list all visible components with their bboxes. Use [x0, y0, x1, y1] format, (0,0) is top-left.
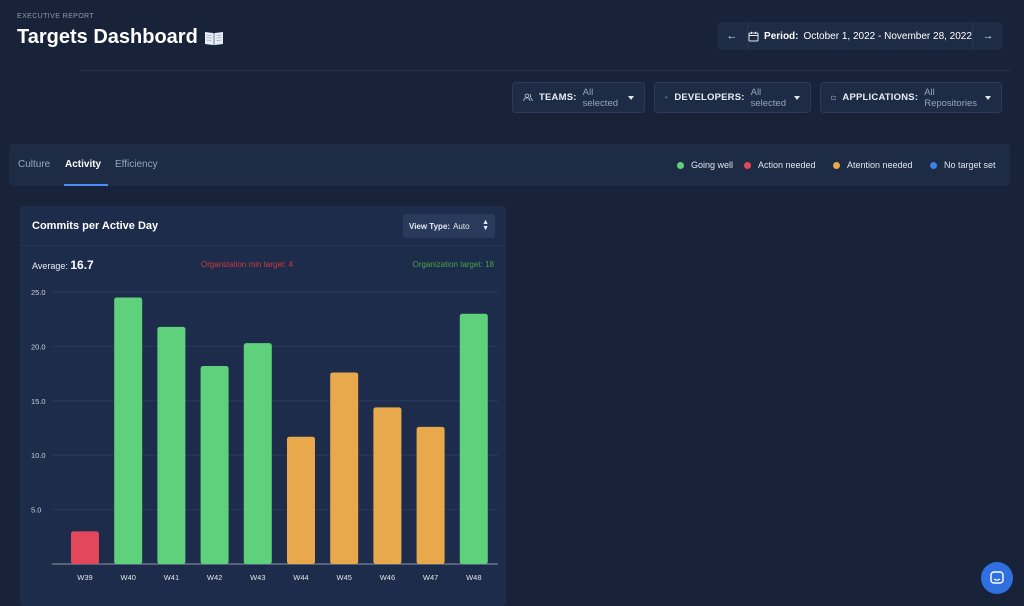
chevron-down-icon: [985, 95, 991, 100]
legend-dot: [677, 161, 684, 169]
bar-w48[interactable]: [459, 313, 488, 564]
legend-dot: [833, 161, 840, 169]
bar-w40[interactable]: [114, 297, 143, 564]
x-tick-label: W48: [466, 573, 481, 582]
bar-w42[interactable]: [200, 365, 229, 564]
bar-w47[interactable]: [416, 426, 445, 564]
period-range[interactable]: Period: October 1, 2022 - November 28, 2…: [747, 22, 973, 50]
tab-bar: Culture Activity Efficiency Going well A…: [9, 144, 1010, 186]
period-label: Period:: [764, 30, 799, 42]
applications-filter-value: All Repositories: [924, 86, 978, 109]
y-tick-label: 10.0: [31, 451, 46, 460]
developers-filter[interactable]: DEVELOPERS: All selected: [654, 82, 811, 113]
min-target-text: Organization min target: 4: [201, 260, 294, 269]
x-tick-label: W40: [120, 573, 135, 582]
applications-filter[interactable]: APPLICATIONS: All Repositories: [820, 82, 1002, 113]
average-stat: Average: 16.7: [32, 258, 94, 272]
active-tab-indicator: [64, 184, 108, 186]
legend-dot: [930, 161, 937, 169]
chat-button[interactable]: [981, 562, 1013, 594]
period-value: October 1, 2022 - November 28, 2022: [803, 30, 972, 42]
chevron-down-icon: [628, 95, 634, 100]
y-tick-label: 25.0: [31, 288, 46, 297]
tab-culture[interactable]: Culture: [18, 159, 51, 170]
bar-w44[interactable]: [287, 436, 315, 564]
arrow-left-icon: ←: [726, 30, 738, 42]
sort-arrows-icon: ▲ ▼: [482, 219, 489, 232]
developers-filter-label: DEVELOPERS:: [674, 92, 745, 103]
legend-label: No target set: [944, 160, 996, 170]
view-type-select[interactable]: View Type: Auto ▲ ▼: [403, 214, 495, 238]
eyebrow-label: EXECUTIVE REPORT: [17, 13, 95, 20]
x-tick-label: W42: [207, 573, 222, 582]
legend-no-target: No target set: [930, 160, 996, 170]
view-type-value: Auto: [453, 221, 470, 231]
period-selector: ← Period: October 1, 2022 - November 28,…: [717, 22, 1003, 50]
bar-w45[interactable]: [330, 372, 359, 564]
teams-filter-value: All selected: [582, 86, 619, 109]
x-tick-label: W47: [423, 573, 438, 582]
next-period-button[interactable]: →: [973, 22, 1003, 50]
x-tick-label: W43: [250, 573, 265, 582]
chart-stats: Average: 16.7 Organization min target: 4…: [32, 258, 494, 272]
average-label: Average:: [32, 261, 68, 271]
legend-label: Atention needed: [847, 160, 913, 170]
commits-chart-card: Commits per Active Day View Type: Auto ▲…: [20, 206, 506, 606]
user-check-icon: [665, 96, 669, 99]
x-tick-label: W44: [293, 573, 308, 582]
bar-w39[interactable]: [71, 531, 99, 564]
bar-w43[interactable]: [243, 343, 272, 564]
applications-filter-label: APPLICATIONS:: [842, 92, 919, 103]
org-target-text: Organization target: 18: [412, 260, 494, 269]
open-book-icon: [204, 31, 223, 45]
x-tick-label: W45: [336, 573, 351, 582]
average-value: 16.7: [70, 258, 94, 272]
y-tick-label: 20.0: [31, 342, 46, 351]
bar-w41[interactable]: [157, 326, 186, 564]
teams-filter[interactable]: TEAMS: All selected: [512, 82, 645, 113]
card-title: Commits per Active Day: [32, 220, 159, 232]
x-tick-label: W41: [164, 573, 179, 582]
chevron-down-icon: [794, 95, 800, 100]
x-tick-label: W39: [77, 573, 92, 582]
legend-label: Action needed: [758, 160, 816, 170]
legend-attention-needed: Atention needed: [833, 160, 913, 170]
header-divider: [80, 70, 1010, 71]
bar-w46[interactable]: [373, 407, 402, 564]
teams-filter-label: TEAMS:: [539, 92, 577, 103]
legend-going-well: Going well: [677, 160, 733, 170]
folder-icon: [831, 95, 837, 100]
card-header: Commits per Active Day View Type: Auto ▲…: [20, 206, 506, 246]
legend-action-needed: Action needed: [744, 160, 816, 170]
page-title-row: Targets Dashboard: [17, 26, 224, 49]
bar-chart: 25.0 20.0 15.0 10.0 5.0 W39 W40 W41 W42 W43 W44 W45…: [31, 288, 498, 582]
chat-icon: [990, 571, 1004, 584]
users-icon: [523, 93, 533, 101]
tab-efficiency[interactable]: Efficiency: [115, 159, 158, 170]
legend-dot: [744, 161, 751, 169]
x-tick-label: W46: [380, 573, 395, 582]
developers-filter-value: All selected: [750, 86, 786, 109]
prev-period-button[interactable]: ←: [717, 22, 747, 50]
y-tick-label: 15.0: [31, 397, 46, 406]
arrow-right-icon: →: [982, 30, 994, 42]
legend-label: Going well: [691, 160, 734, 170]
page-title: Targets Dashboard: [17, 26, 198, 48]
view-type-label: View Type:: [409, 221, 451, 231]
tab-activity[interactable]: Activity: [65, 159, 102, 170]
y-tick-label: 5.0: [31, 506, 41, 515]
calendar-icon: [748, 31, 759, 41]
